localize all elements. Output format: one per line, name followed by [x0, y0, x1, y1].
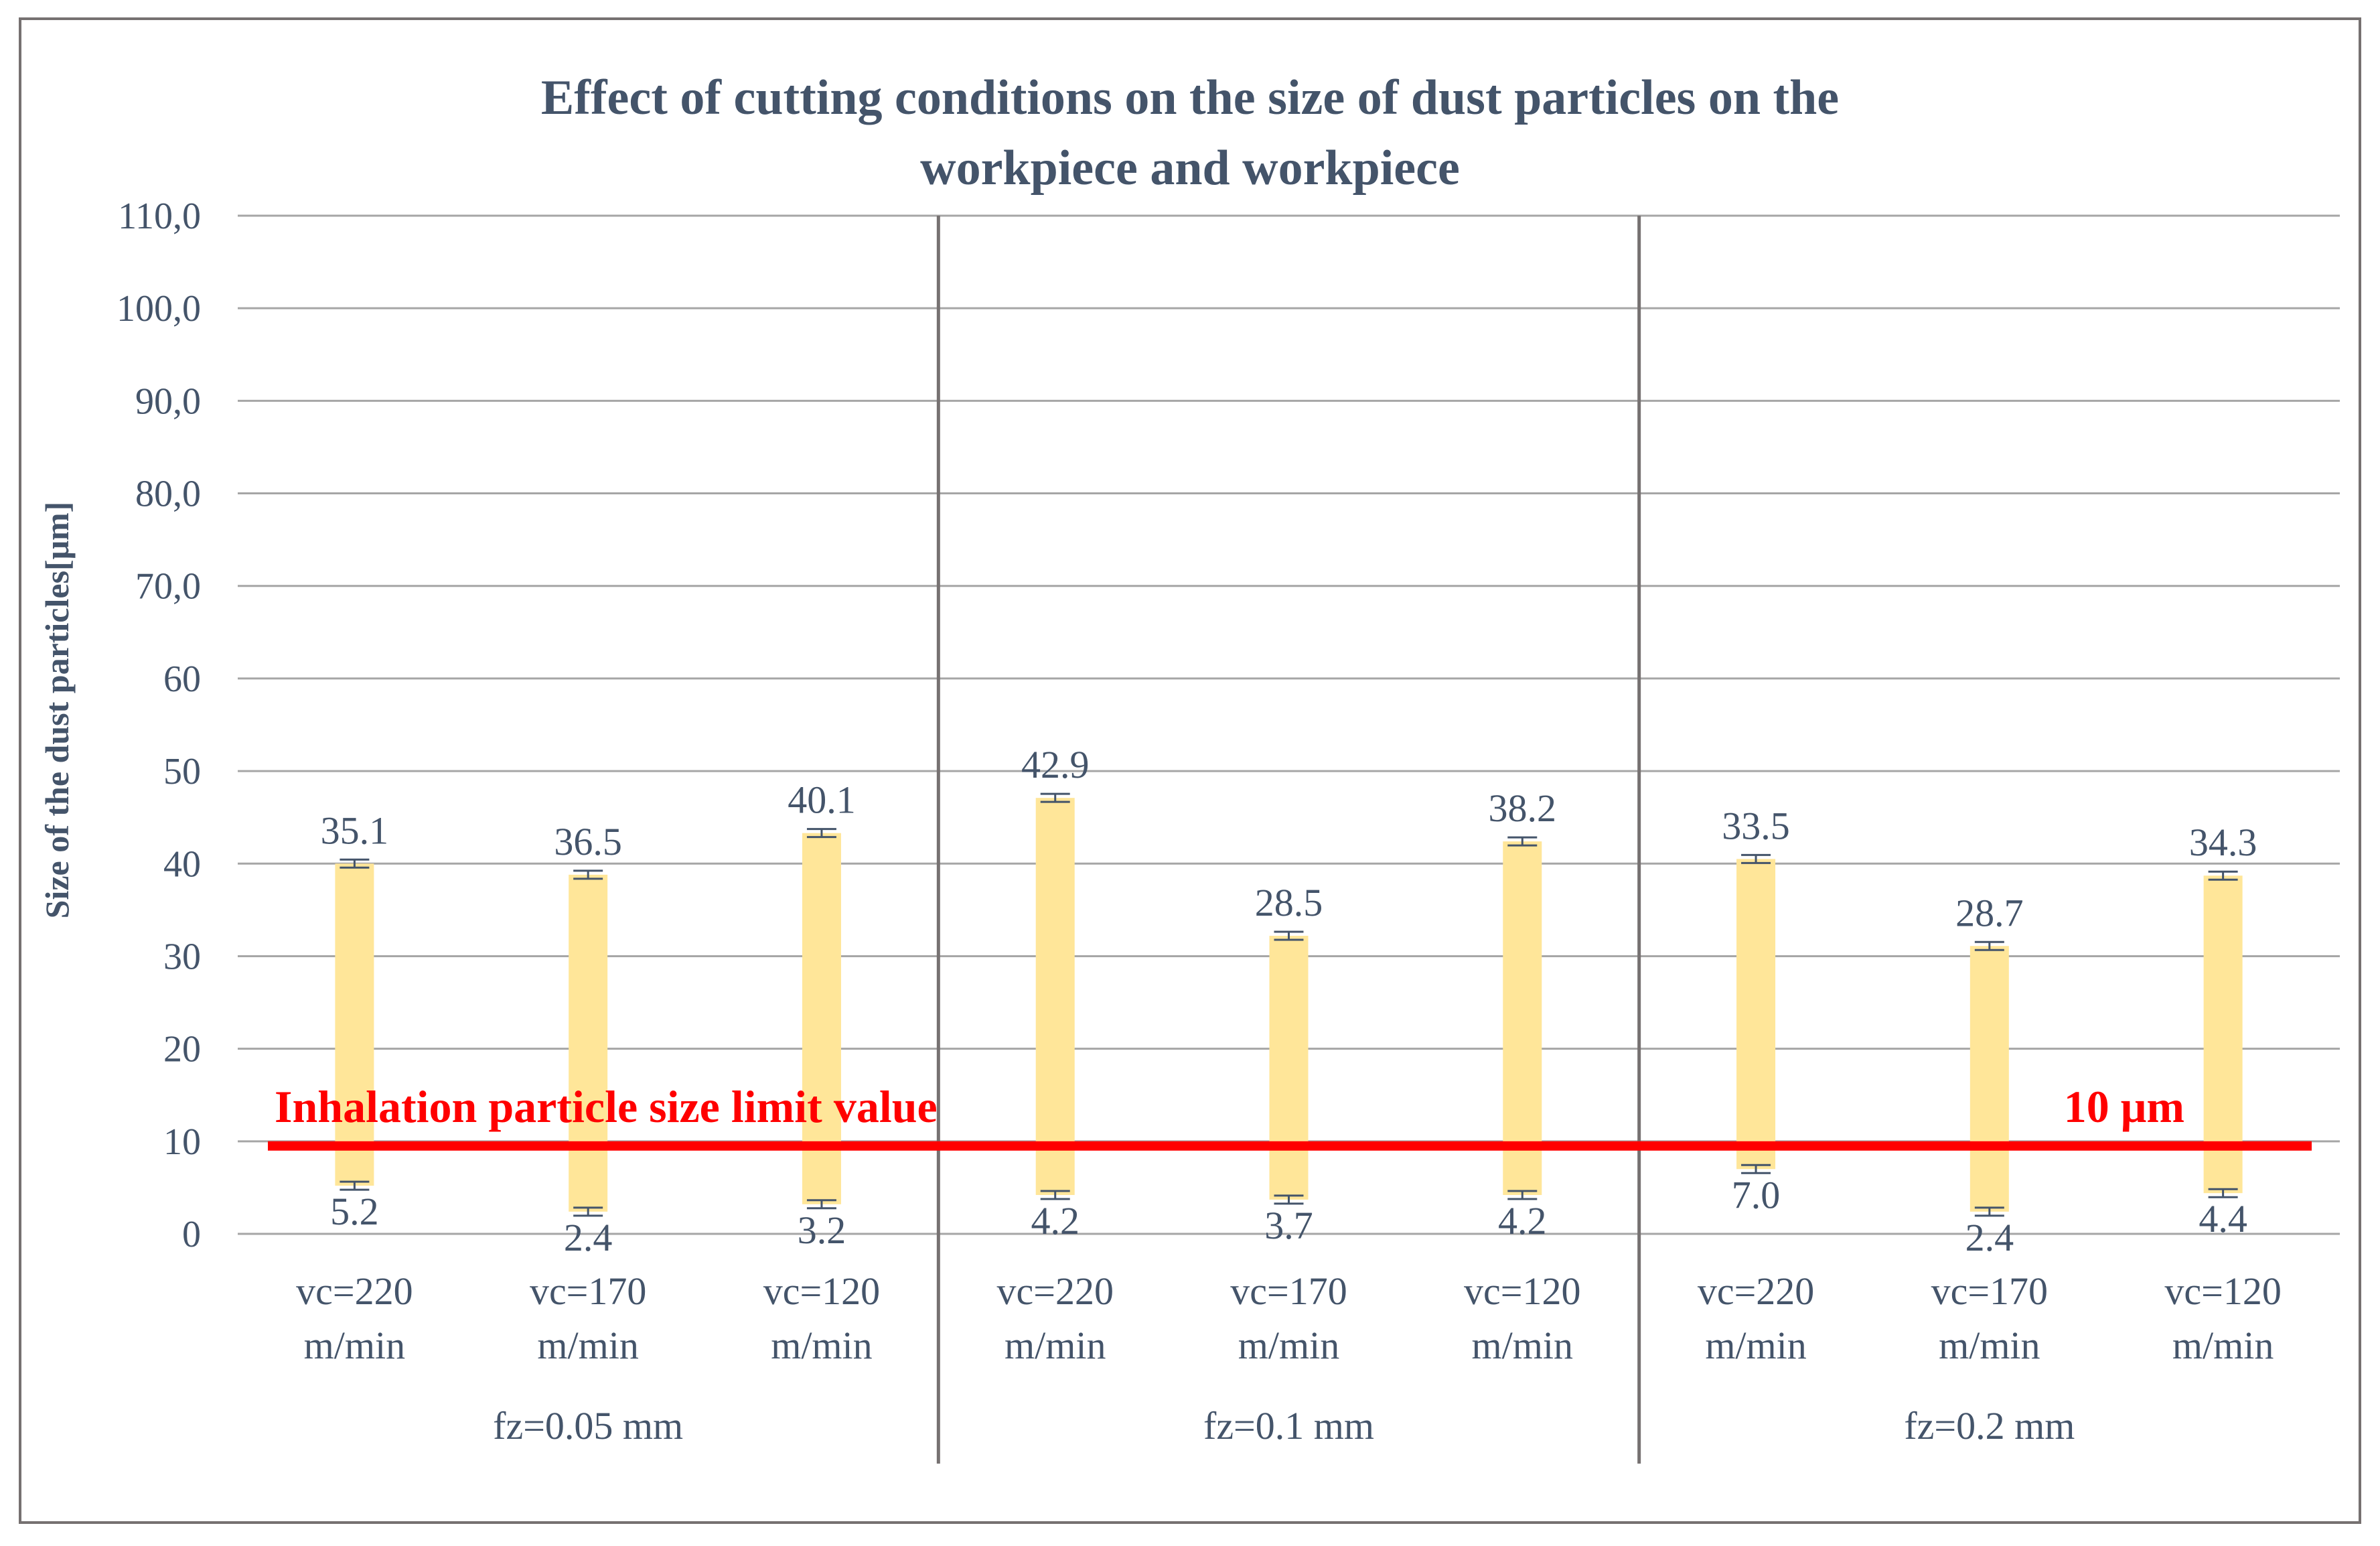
range-bar-2-2	[2203, 875, 2243, 1194]
category-label-2-0-line-2: m/min	[1705, 1324, 1806, 1367]
range-bar-1-2	[1503, 841, 1542, 1195]
range-bar-1-0	[1035, 798, 1075, 1195]
category-label-0-0-line-1: vc=220	[296, 1269, 413, 1313]
y-tick-label-20: 20	[163, 1029, 201, 1070]
limit-line-label: Inhalation particle size limit value	[275, 1081, 938, 1132]
y-tick-label-10: 10	[163, 1121, 201, 1163]
range-bar-1-1	[1269, 936, 1309, 1200]
category-label-2-1-line-1: vc=170	[1931, 1269, 2048, 1313]
y-axis-ticks: 0 10 20 30 40 50 60 70,0 80,0 90,0 100,0 110,0	[117, 196, 201, 1255]
category-label-2-2-line-2: m/min	[2172, 1324, 2274, 1367]
min-value-label-0-1: 2.4	[564, 1216, 613, 1259]
category-label-2-2-line-1: vc=120	[2164, 1269, 2281, 1313]
group-label-2: fz=0.2 mm	[1904, 1404, 2075, 1448]
y-tick-label-90: 90,0	[135, 380, 201, 422]
data-labels: 35.1 5.2 36.5 2.4 40.1 3.2 42.9 4.2 28.5 3.7 38.2 4…	[321, 743, 2257, 1259]
y-tick-label-60: 60	[163, 658, 201, 700]
category-label-1-1-line-1: vc=170	[1230, 1269, 1347, 1313]
x-axis-groups: fz=0.05 mm fz=0.1 mm fz=0.2 mm	[493, 1404, 2075, 1448]
min-value-label-1-1: 3.7	[1264, 1204, 1313, 1247]
y-tick-label-30: 30	[163, 936, 201, 977]
group-label-0: fz=0.05 mm	[493, 1404, 683, 1448]
chart-title-line-1: Effect of cutting conditions on the size…	[541, 70, 1839, 125]
range-bar-2-1	[1969, 946, 2009, 1212]
group-separators	[936, 216, 1641, 1464]
min-value-label-2-0: 7.0	[1732, 1173, 1781, 1216]
limit-line-value-label: 10 μm	[2064, 1081, 2184, 1132]
limit-line-group: Inhalation particle size limit value 10 μ…	[268, 1081, 2312, 1151]
category-label-1-2-line-2: m/min	[1472, 1324, 1573, 1367]
chart-title: Effect of cutting conditions on the size…	[541, 70, 1839, 196]
category-label-2-0-line-1: vc=220	[1698, 1269, 1814, 1313]
y-tick-label-110: 110,0	[118, 196, 201, 237]
y-tick-label-100: 100,0	[117, 288, 201, 330]
min-value-label-2-2: 4.4	[2199, 1197, 2247, 1241]
category-label-0-2-line-2: m/min	[771, 1324, 872, 1367]
category-label-1-0-line-2: m/min	[1005, 1324, 1106, 1367]
max-value-label-1-0: 42.9	[1021, 743, 1090, 786]
y-axis-label: Size of the dust particles[μm]	[38, 502, 76, 919]
chart-title-line-2: workpiece and workpiece	[920, 141, 1460, 196]
category-label-0-1-line-2: m/min	[537, 1324, 638, 1367]
max-value-label-0-0: 35.1	[321, 809, 389, 852]
max-value-label-0-1: 36.5	[554, 820, 622, 863]
category-label-0-2-line-1: vc=120	[763, 1269, 880, 1313]
y-tick-label-0: 0	[182, 1214, 201, 1255]
y-tick-label-80: 80,0	[135, 474, 201, 515]
group-label-1: fz=0.1 mm	[1203, 1404, 1374, 1448]
y-tick-label-70: 70,0	[135, 566, 201, 608]
y-tick-label-50: 50	[163, 751, 201, 792]
category-label-2-1-line-2: m/min	[1939, 1324, 2040, 1367]
range-bars	[335, 792, 2243, 1217]
min-value-label-0-2: 3.2	[798, 1208, 846, 1252]
min-value-label-1-0: 4.2	[1031, 1199, 1080, 1243]
min-value-label-0-0: 5.2	[330, 1190, 379, 1233]
max-value-label-2-0: 33.5	[1722, 804, 1790, 847]
range-bar-0-1	[569, 874, 608, 1212]
max-value-label-0-2: 40.1	[788, 778, 856, 822]
range-bar-2-0	[1736, 859, 1776, 1170]
max-value-label-2-2: 34.3	[2189, 821, 2257, 864]
category-label-1-0-line-1: vc=220	[996, 1269, 1113, 1313]
range-bar-0-0	[335, 863, 374, 1186]
min-value-label-1-2: 4.2	[1498, 1199, 1547, 1243]
category-label-0-0-line-2: m/min	[304, 1324, 405, 1367]
x-axis-categories: vc=220 m/min vc=170 m/min vc=120 m/min vc=220 m…	[296, 1269, 2282, 1367]
y-tick-label-40: 40	[163, 843, 201, 885]
max-value-label-1-2: 38.2	[1489, 786, 1557, 830]
category-label-1-1-line-2: m/min	[1238, 1324, 1339, 1367]
max-value-label-2-1: 28.7	[1955, 891, 2024, 934]
min-value-label-2-1: 2.4	[1965, 1216, 2014, 1259]
category-label-1-2-line-1: vc=120	[1464, 1269, 1580, 1313]
max-value-label-1-1: 28.5	[1255, 881, 1323, 924]
category-label-0-1-line-1: vc=170	[530, 1269, 646, 1313]
